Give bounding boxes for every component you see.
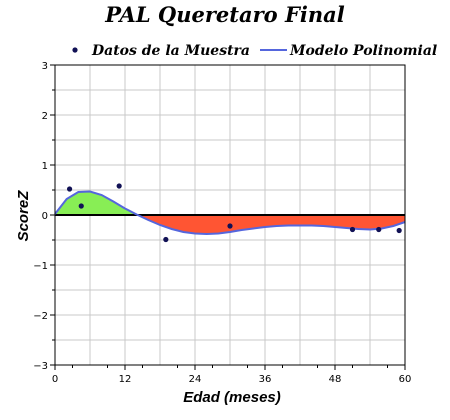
y-tick-label: 3 [42,61,48,72]
x-tick-label: 24 [189,374,202,385]
chart-title: PAL Queretaro Final [104,2,344,27]
y-tick-label: −1 [33,261,48,272]
y-axis-ticks: 3 2 1 0 −1 −2 −3 [33,61,55,372]
data-point [163,236,169,243]
y-tick-label: 0 [42,211,48,222]
y-tick-label: −3 [33,361,48,372]
fill-above-zero [55,191,138,215]
grid [55,65,405,365]
x-tick-label: 0 [52,374,58,385]
x-axis-title: Edad (meses) [183,389,281,406]
x-tick-label: 36 [259,374,272,385]
y-tick-label: −2 [33,311,48,322]
x-tick-label: 12 [119,374,132,385]
legend: Datos de la Muestra Modelo Polinomial [72,43,437,59]
data-points [66,183,402,243]
y-axis-title: ScoreZ [15,190,32,242]
legend-marker-points [72,47,78,53]
data-point [376,226,382,233]
data-point [78,203,84,209]
data-point [227,223,233,229]
legend-label-line: Modelo Polinomial [289,43,437,59]
y-tick-label: 2 [42,111,48,122]
y-tick-label: 1 [42,161,48,172]
data-point [396,227,402,234]
data-point [116,183,122,189]
series-line-modelo-polinomial [54,190,406,236]
x-tick-label: 48 [329,374,342,385]
data-point [66,186,73,192]
data-point [349,226,356,233]
area-fills [55,191,405,234]
legend-label-points: Datos de la Muestra [91,43,250,59]
x-axis-ticks: 0 12 24 36 48 60 [52,365,412,385]
fill-below-zero [137,215,405,234]
x-tick-label: 60 [399,374,412,385]
